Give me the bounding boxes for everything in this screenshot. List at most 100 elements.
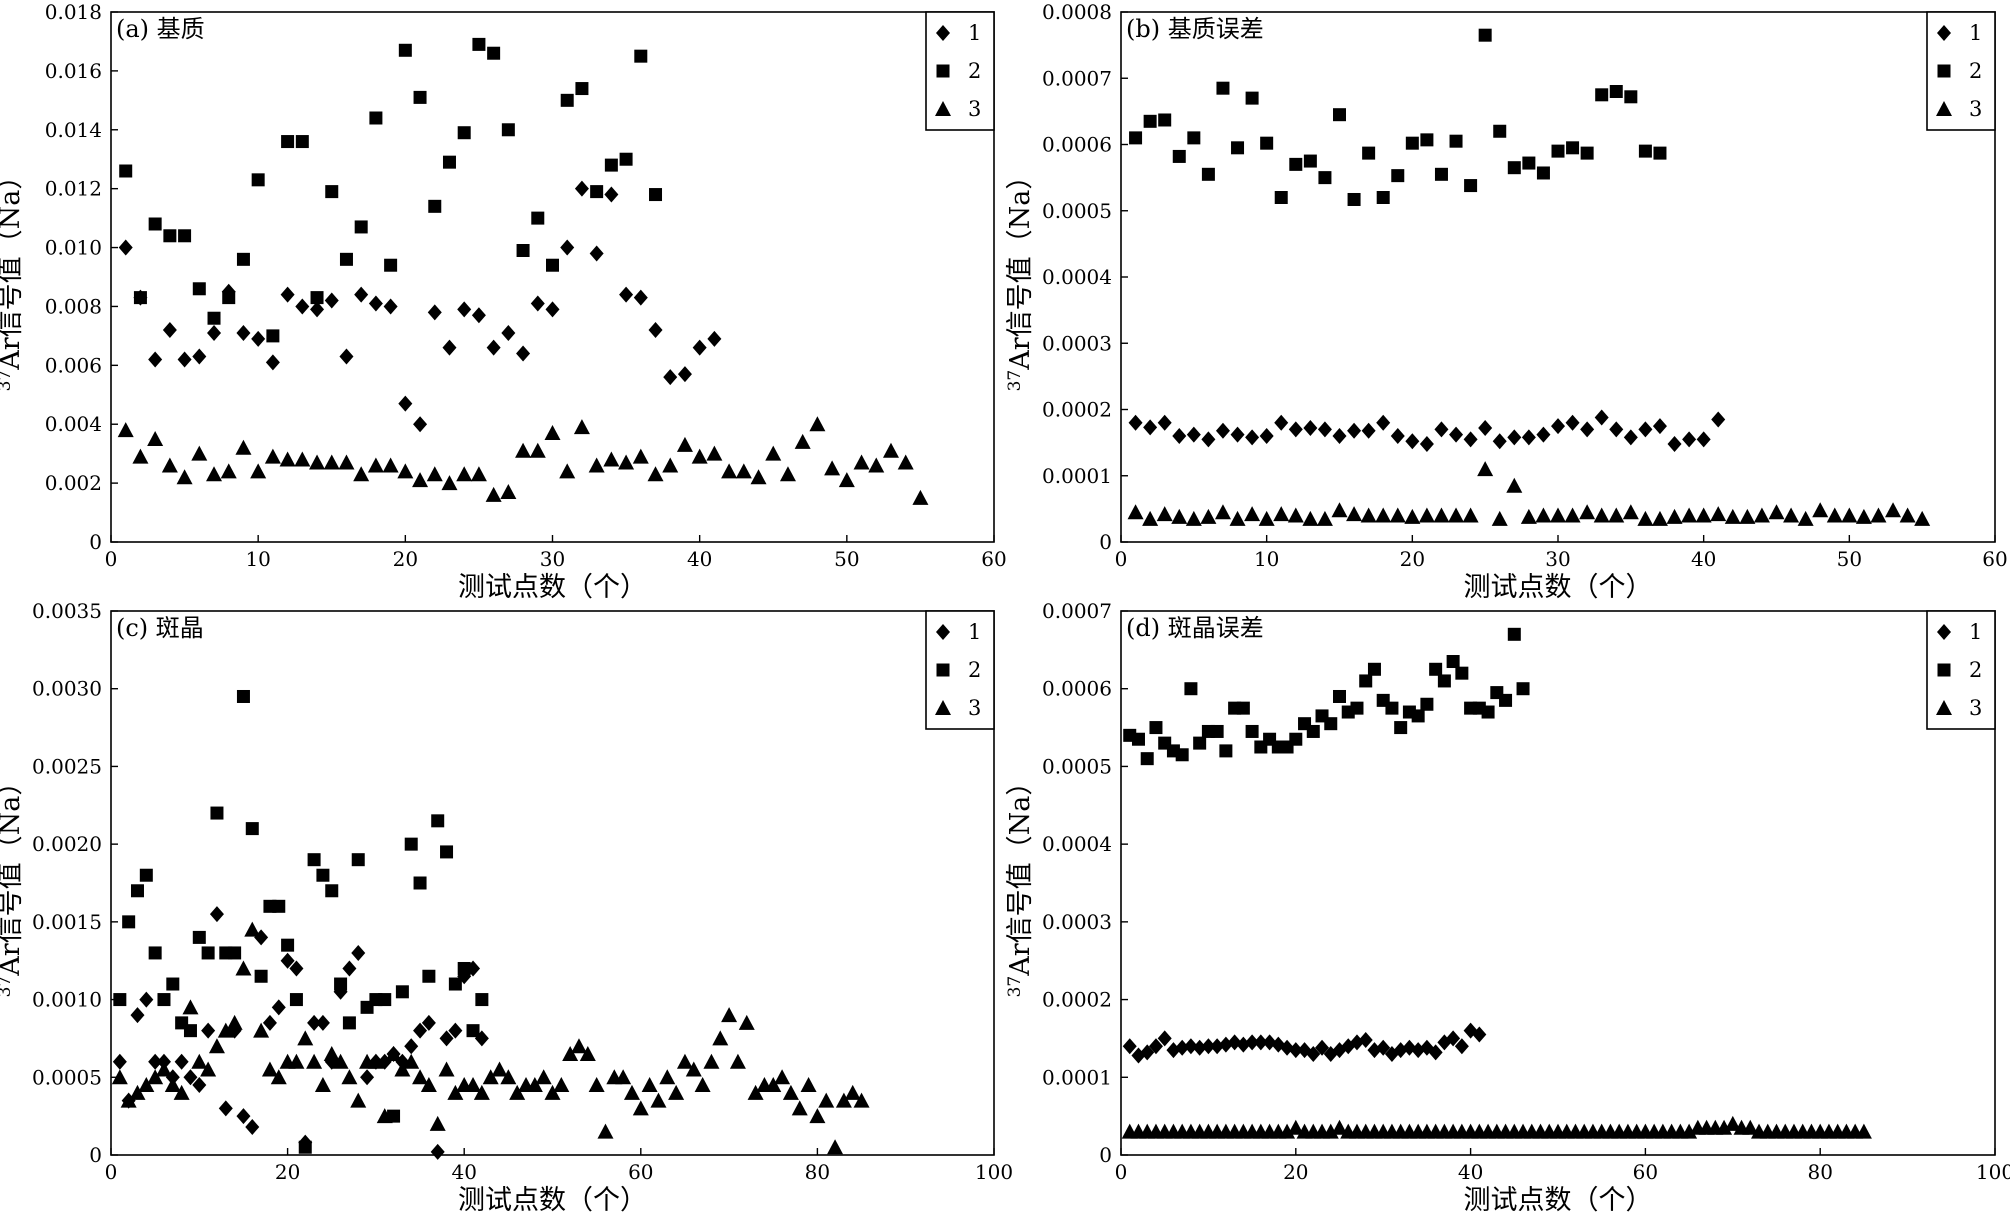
data-point	[1360, 507, 1377, 523]
data-point	[706, 445, 723, 461]
y-tick-label: 0.0006	[1042, 133, 1112, 157]
data-point	[844, 1084, 861, 1100]
data-point	[1322, 1123, 1339, 1139]
data-point	[338, 454, 355, 470]
x-tick-label: 40	[1691, 547, 1716, 571]
data-point	[1201, 167, 1215, 181]
data-point	[472, 37, 486, 51]
data-point	[1253, 1034, 1268, 1051]
data-point	[235, 439, 252, 455]
data-point	[1550, 507, 1566, 523]
data-point	[1653, 146, 1667, 160]
data-point	[1219, 744, 1233, 758]
data-point	[162, 322, 177, 338]
data-point	[1565, 414, 1580, 431]
data-point	[280, 952, 295, 969]
data-point	[692, 339, 707, 356]
data-point	[1201, 1038, 1216, 1055]
legend-label: 2	[968, 59, 981, 83]
data-point	[1914, 510, 1931, 526]
y-tick-label: 0.0010	[32, 988, 102, 1012]
y-axis-label-superscript: 37	[0, 976, 15, 998]
data-point	[442, 339, 457, 356]
series-3	[1121, 1115, 1872, 1139]
y-tick-label: 0	[1099, 1143, 1112, 1167]
data-point	[589, 245, 604, 262]
data-point	[662, 457, 679, 473]
data-point	[133, 291, 147, 305]
data-point	[1157, 1030, 1172, 1047]
data-point	[298, 1140, 312, 1154]
data-point	[1681, 1123, 1698, 1139]
y-tick-label: 0.004	[45, 412, 102, 436]
data-point	[1753, 507, 1770, 523]
data-point	[1315, 1039, 1330, 1056]
data-point	[316, 868, 330, 882]
data-point	[1593, 507, 1610, 523]
data-point	[430, 1143, 445, 1160]
data-point	[824, 460, 841, 476]
data-point	[113, 993, 127, 1007]
data-point	[457, 961, 471, 975]
data-point	[471, 307, 486, 324]
x-tick-label: 80	[1807, 1160, 1832, 1184]
data-point	[456, 466, 473, 482]
data-point	[1361, 422, 1376, 439]
data-point	[1376, 1039, 1391, 1056]
y-tick-label: 0.0015	[32, 910, 102, 934]
data-point	[412, 1069, 429, 1085]
data-point	[441, 475, 458, 491]
data-point	[1175, 1039, 1190, 1056]
panel-title: (b) 基质误差	[1126, 15, 1264, 43]
data-point	[1492, 433, 1507, 450]
data-point	[1289, 732, 1303, 746]
data-point	[394, 1061, 411, 1077]
y-tick-label: 0.0005	[1042, 754, 1112, 778]
y-tick-label: 0.0005	[32, 1065, 102, 1089]
data-point	[1472, 1026, 1487, 1043]
data-point	[262, 1014, 277, 1031]
x-tick-label: 20	[1283, 1160, 1308, 1184]
data-point	[1499, 693, 1513, 707]
data-point	[473, 1084, 490, 1100]
data-point	[632, 1100, 649, 1116]
x-tick-label: 40	[1458, 1160, 1483, 1184]
x-tick-label: 40	[451, 1160, 476, 1184]
y-axis-label-text: Ar信号值（Na）	[1005, 769, 1036, 977]
data-point	[1638, 144, 1652, 158]
data-point	[818, 1092, 835, 1108]
data-point	[1446, 655, 1460, 669]
data-point	[1201, 431, 1216, 448]
data-point	[1885, 502, 1902, 518]
data-point	[266, 329, 280, 343]
data-point	[853, 1092, 870, 1108]
y-tick-label: 0.0035	[32, 599, 102, 623]
data-point	[1419, 435, 1434, 452]
data-point	[1609, 421, 1624, 438]
data-point	[382, 457, 399, 473]
data-point	[1274, 414, 1289, 431]
data-point	[1318, 171, 1332, 185]
data-point	[201, 1022, 216, 1039]
data-point	[342, 960, 357, 977]
data-point	[1143, 419, 1158, 436]
series-2	[119, 37, 663, 343]
data-point	[147, 1069, 164, 1085]
data-point	[1215, 422, 1230, 439]
data-point	[1333, 689, 1346, 703]
data-point	[560, 239, 575, 256]
data-point	[295, 135, 309, 149]
data-point	[1376, 414, 1391, 431]
data-point	[1433, 507, 1450, 523]
data-point	[368, 295, 383, 312]
y-axis-label-superscript: 37	[1005, 370, 1025, 392]
y-tick-label: 0.0008	[1042, 0, 1112, 24]
y-tick-label: 0.0007	[1042, 66, 1112, 90]
legend-label: 3	[968, 696, 981, 720]
data-point	[1316, 510, 1333, 526]
data-point	[1742, 1119, 1759, 1135]
data-point	[1464, 179, 1478, 193]
series-1	[1128, 409, 1726, 452]
data-point	[148, 946, 162, 960]
data-point	[369, 111, 383, 125]
